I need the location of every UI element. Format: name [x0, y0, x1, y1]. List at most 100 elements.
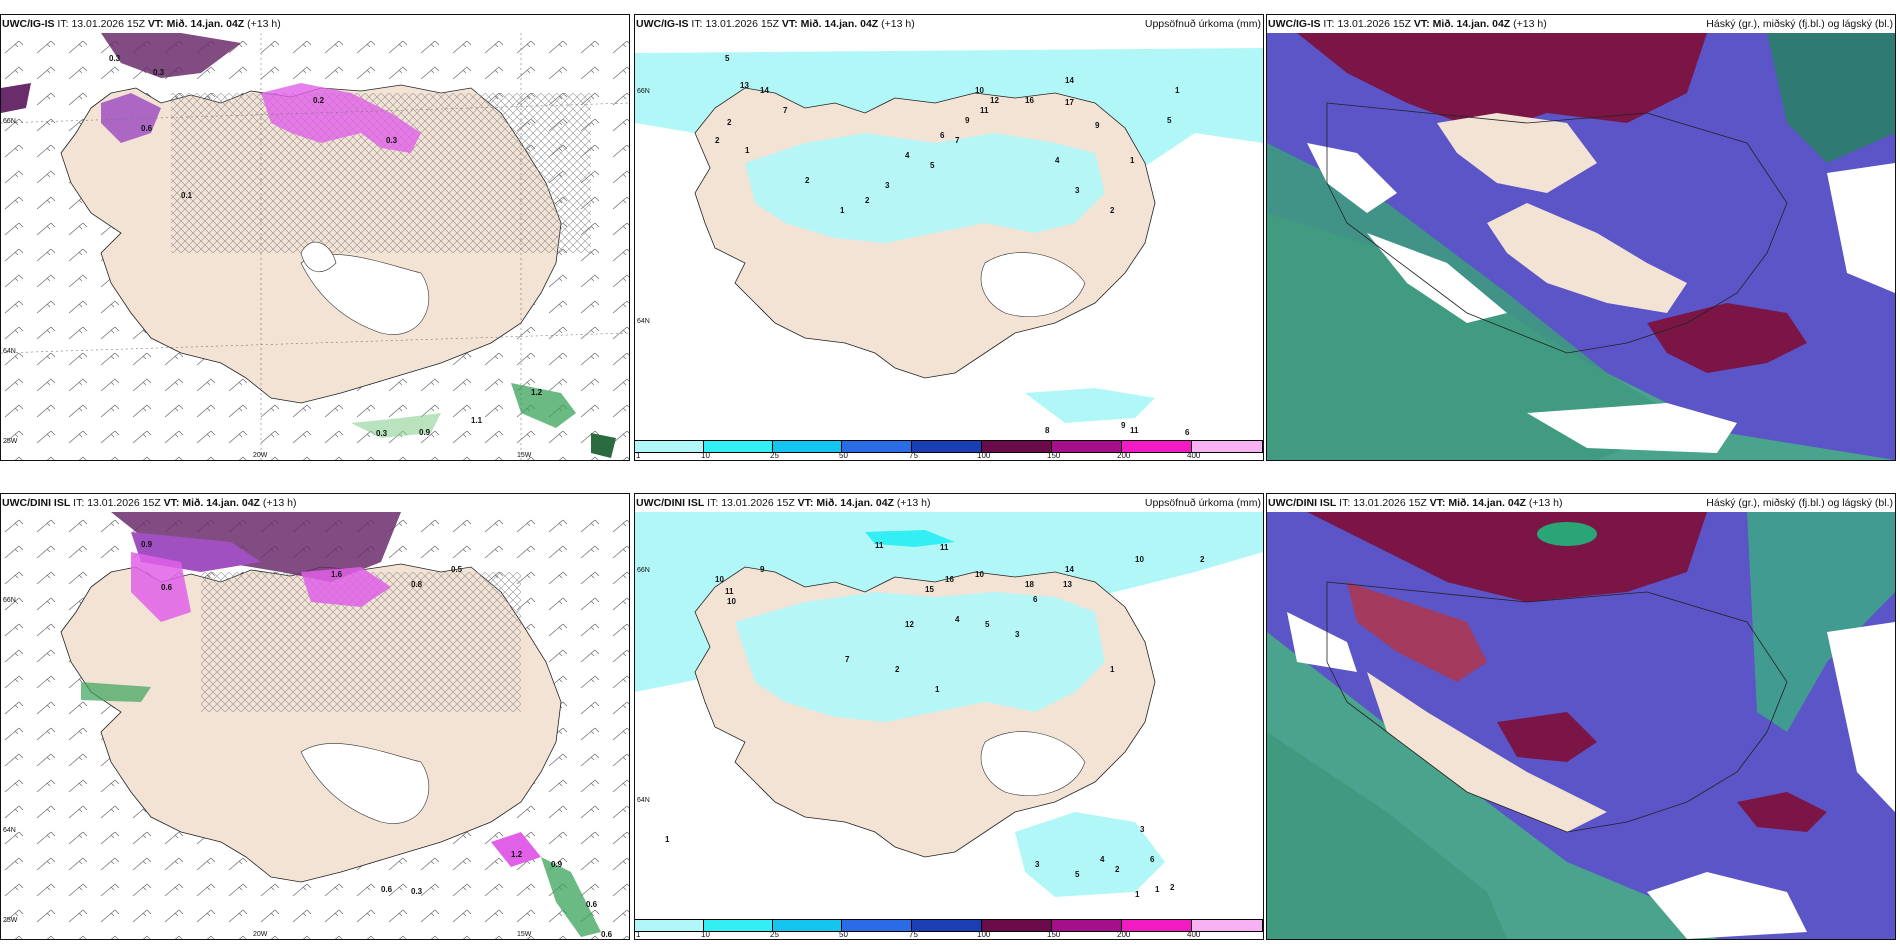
value-label: 18 — [1025, 580, 1034, 589]
value-label: 1.1 — [471, 416, 483, 425]
value-label: 4 — [1100, 855, 1105, 864]
map-ig-precip[interactable]: 5 13 14 7 2 2 1 2 1 2 3 4 5 6 7 9 11 12 … — [635, 33, 1263, 440]
colorbar-tick: 50 — [839, 451, 848, 460]
colorbar-segment — [982, 919, 1052, 932]
lat-label: 64N — [637, 797, 650, 804]
value-label: 9 — [965, 116, 970, 125]
panel-title: UWC/IG-IS IT: 13.01.2026 15Z VT: Mið. 14… — [636, 18, 915, 30]
value-label: 17 — [1065, 98, 1074, 107]
colorbar-tick: 400 — [1187, 451, 1201, 460]
value-label: 9 — [1121, 421, 1126, 430]
lon-label: 25W — [3, 917, 18, 924]
colorbar-segment — [1122, 919, 1192, 932]
value-label: 7 — [783, 106, 788, 115]
panel-subtitle: Uppsöfnuð úrkoma (mm) — [1144, 497, 1261, 509]
value-label: 10 — [975, 570, 984, 579]
value-label: 13 — [740, 81, 749, 90]
lat-label: 64N — [3, 827, 16, 834]
value-label: 11 — [875, 541, 884, 550]
value-label: 0.6 — [586, 900, 598, 909]
colorbar-segment — [1122, 440, 1192, 453]
value-label: 0.1 — [181, 191, 193, 200]
map-dini-wind[interactable]: 0.9 1.6 0.6 0.5 0.8 0.6 0.3 1.2 0.9 0.6 … — [1, 512, 629, 939]
value-label: 7 — [845, 655, 850, 664]
colorbar: 1 10 25 50 75 100 150 200 400 — [635, 919, 1263, 939]
value-label: 0.5 — [451, 565, 463, 574]
panel-subtitle: Háský (gr.), miðský (fj.bl.) og lágský (… — [1706, 497, 1893, 509]
value-label: 0.9 — [141, 540, 153, 549]
value-label: 2 — [865, 196, 870, 205]
colorbar-segment — [1052, 440, 1122, 453]
colorbar-segment — [1192, 919, 1263, 932]
value-label: 1 — [1110, 665, 1115, 674]
lon-label: 15W — [517, 931, 532, 938]
lat-label: 64N — [637, 318, 650, 325]
value-label: 2 — [805, 176, 810, 185]
value-label: 2 — [1170, 883, 1175, 892]
panel-title: UWC/IG-IS IT: 13.01.2026 15Z VT: Mið. 14… — [2, 18, 281, 30]
value-label: 1.2 — [531, 388, 543, 397]
panel-ig-precip: UWC/IG-IS IT: 13.01.2026 15Z VT: Mið. 14… — [634, 14, 1264, 461]
map-dini-clouds[interactable] — [1267, 512, 1895, 939]
value-label: 16 — [1025, 96, 1034, 105]
colorbar-tick: 100 — [977, 451, 991, 460]
value-label: 0.2 — [313, 96, 325, 105]
colorbar-tick: 25 — [770, 930, 779, 939]
value-label: 2 — [1115, 865, 1120, 874]
value-label: 9 — [760, 565, 765, 574]
value-label: 3 — [1075, 186, 1080, 195]
value-label: 1 — [665, 835, 670, 844]
value-label: 2 — [1110, 206, 1115, 215]
value-label: 1 — [745, 146, 750, 155]
value-label: 11 — [980, 106, 989, 115]
colorbar-segment — [773, 440, 842, 453]
value-label: 0.9 — [551, 860, 563, 869]
colorbar-segment — [842, 440, 912, 453]
colorbar-segment — [912, 919, 982, 932]
map-dini-precip[interactable]: 11 11 10 11 10 9 15 16 18 10 14 13 7 6 1… — [635, 512, 1263, 919]
value-label: 0.3 — [153, 68, 165, 77]
colorbar-tick: 50 — [839, 930, 848, 939]
value-label: 4 — [1055, 156, 1060, 165]
value-label: 1 — [1175, 86, 1180, 95]
map-svg: 5 13 14 7 2 2 1 2 1 2 3 4 5 6 7 9 11 12 … — [635, 33, 1263, 440]
value-label: 8 — [1045, 426, 1050, 435]
value-label: 0.3 — [386, 136, 398, 145]
map-ig-clouds[interactable] — [1267, 33, 1895, 460]
colorbar-tick: 200 — [1117, 930, 1131, 939]
value-label: 10 — [715, 575, 724, 584]
value-label: 11 — [940, 543, 949, 552]
value-label: 6 — [1033, 595, 1038, 604]
value-label: 10 — [975, 86, 984, 95]
value-label: 13 — [1063, 580, 1072, 589]
value-label: 7 — [955, 136, 960, 145]
value-label: 4 — [905, 151, 910, 160]
colorbar-tick: 1 — [636, 930, 641, 939]
value-label: 1.6 — [331, 570, 343, 579]
value-label: 3 — [1140, 825, 1145, 834]
colorbar-tick: 100 — [977, 930, 991, 939]
panel-dini-precip: UWC/DINI ISL IT: 13.01.2026 15Z VT: Mið.… — [634, 493, 1264, 940]
value-label: 6 — [940, 131, 945, 140]
colorbar-tick: 200 — [1117, 451, 1131, 460]
panel-dini-wind: UWC/DINI ISL IT: 13.01.2026 15Z VT: Mið.… — [0, 493, 630, 940]
value-label: 11 — [725, 587, 734, 596]
colorbar-tick: 1 — [636, 451, 641, 460]
map-svg: 11 11 10 11 10 9 15 16 18 10 14 13 7 6 1… — [635, 512, 1263, 919]
panel-ig-wind: UWC/IG-IS IT: 13.01.2026 15Z VT: Mið. 14… — [0, 14, 630, 461]
value-label: 11 — [1130, 426, 1139, 435]
colorbar-tick: 10 — [701, 930, 710, 939]
value-label: 14 — [1065, 76, 1074, 85]
map-ig-wind[interactable]: 0.3 0.3 0.2 0.6 0.3 0.1 1.1 1.2 0.9 0.3 … — [1, 33, 629, 460]
lon-label: 25W — [3, 438, 18, 445]
panel-subtitle: Uppsöfnuð úrkoma (mm) — [1144, 18, 1261, 30]
panel-ig-clouds: UWC/IG-IS IT: 13.01.2026 15Z VT: Mið. 14… — [1266, 14, 1896, 461]
colorbar-segment — [773, 919, 842, 932]
value-label: 2 — [715, 136, 720, 145]
value-label: 14 — [760, 86, 769, 95]
panel-title: UWC/IG-IS IT: 13.01.2026 15Z VT: Mið. 14… — [1268, 18, 1547, 30]
value-label: 1 — [1135, 890, 1140, 899]
colorbar-segment — [635, 919, 704, 932]
lon-label: 20W — [253, 452, 268, 459]
value-label: 0.3 — [376, 429, 388, 438]
